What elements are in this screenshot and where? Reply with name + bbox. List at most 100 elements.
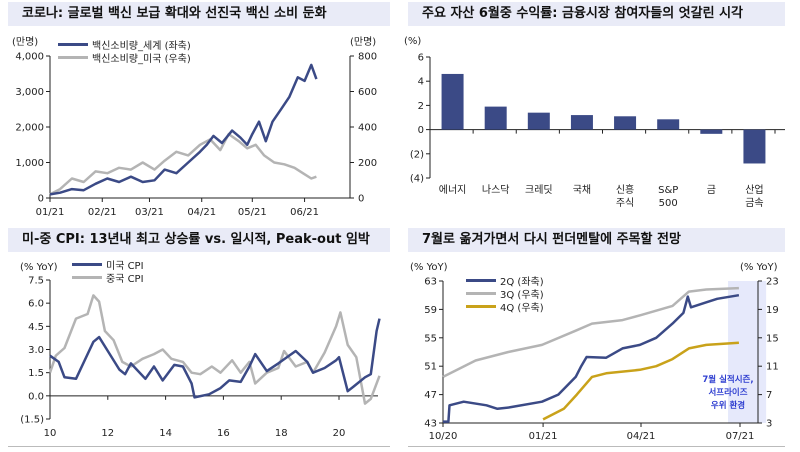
chart3-y-tick-label: 4.5: [28, 322, 44, 333]
chart2-y-tick-label: 2: [418, 101, 424, 112]
chart3-x-tick-label: 18: [275, 428, 288, 439]
chart2-bar: [570, 115, 593, 130]
chart1-left-y-tick-label: 3,000: [15, 87, 44, 98]
chart3-x-tick-label: 16: [217, 428, 230, 439]
chart3-x-tick-label: 10: [44, 428, 57, 439]
chart1-x-tick-label: 02/21: [88, 207, 117, 218]
chart2-category-label: 크레딧: [525, 184, 553, 196]
chart4-x-tick-label: 10/20: [429, 431, 458, 442]
chart3-x-tick-label: 12: [101, 428, 114, 439]
chart1-x-tick-label: 01/21: [36, 207, 65, 218]
legend-item: 미국 CPI: [72, 258, 144, 272]
chart4-x-tick-label: 04/21: [627, 431, 656, 442]
chart2-category-label: 금: [707, 184, 716, 196]
chart4-left-y-tick-label: 59: [424, 305, 437, 316]
legend-swatch: [72, 276, 102, 279]
chart3-y-tick-label: 0.0: [28, 391, 44, 402]
legend-item: 3Q (우축): [466, 287, 544, 301]
legend-swatch: [466, 305, 496, 308]
chart4-3q-line: [442, 286, 739, 379]
chart3-y-tick-label: 1.5: [28, 368, 44, 379]
chart4-left-y-tick-label: 55: [424, 333, 437, 344]
chart4-2q-line: [443, 293, 740, 423]
chart1-x-tick-label: 03/21: [135, 207, 164, 218]
legend-label: 3Q (우축): [500, 290, 544, 301]
legend-item: 백신소비량_미국 (우축): [58, 51, 191, 65]
chart1-left-y-tick-label: 2,000: [15, 123, 44, 134]
annotation-line: 우위 환경: [710, 401, 746, 411]
chart4-left-y-tick-label: 47: [424, 390, 437, 401]
chart4-shaded-region: [728, 281, 767, 423]
chart2-category-label: 에너지: [439, 184, 467, 196]
legend-item: 4Q (우축): [466, 300, 544, 314]
annotation-line: 서프라이즈: [708, 388, 748, 398]
chart2-bar: [743, 129, 766, 164]
chart1-title: 코로나: 글로벌 백신 보급 확대와 선진국 백신 소비 둔화: [8, 2, 390, 26]
chart4-right-y-tick-label: 11: [766, 362, 779, 373]
chart1-series-world-line: [49, 63, 318, 196]
legend-item: 중국 CPI: [72, 271, 144, 285]
chart3-x-tick-label: 14: [159, 428, 172, 439]
chart2-title: 주요 자산 6월중 수익률: 금융시장 참여자들의 엇갈린 시각: [408, 2, 785, 26]
chart2-category-label: 나스닥: [482, 184, 510, 196]
divider: [408, 446, 785, 447]
chart1-x-tick-label: 06/21: [290, 207, 319, 218]
chart2-category-label: 500: [659, 198, 678, 209]
chart2-unit: (%): [404, 36, 422, 47]
legend-label: 백신소비량_미국 (우축): [92, 54, 191, 65]
legend-swatch: [58, 43, 88, 46]
legend-swatch: [72, 263, 102, 266]
chart1-left-unit: (만명): [12, 37, 39, 48]
legend-label: 4Q (우축): [500, 303, 544, 314]
chart2-category-label: 국채: [573, 184, 591, 196]
chart1-x-tick-label: 04/21: [187, 207, 216, 218]
legend-swatch: [58, 56, 88, 59]
chart4-right-y-tick-label: 23: [766, 277, 779, 288]
chart4-4q-line: [542, 341, 739, 421]
chart2-bar: [700, 129, 723, 134]
chart4-right-y-tick-label: 7: [766, 390, 772, 401]
chart2-category-label: S&P: [658, 185, 678, 196]
chart4-x-tick-label: 07/21: [726, 431, 755, 442]
chart3-legend: 미국 CPI 중국 CPI: [72, 258, 144, 285]
chart4-right-y-tick-label: 3: [766, 419, 772, 430]
chart1-left-y-tick-label: 4,000: [15, 52, 44, 63]
chart4-x-tick-label: 01/21: [529, 431, 558, 442]
chart1-left-y-tick-label: 1,000: [15, 158, 44, 169]
legend-swatch: [466, 279, 496, 282]
chart2-bar: [484, 106, 507, 130]
chart3-title: 미-중 CPI: 13년내 최고 상승률 vs. 일시적, Peak-out 임…: [8, 228, 390, 252]
chart3-y-tick-label: 3.0: [28, 345, 44, 356]
chart2-category-label: 주식: [616, 197, 634, 209]
chart1-x-tick-label: 05/21: [238, 207, 267, 218]
chart4-left-y-tick-label: 63: [424, 277, 437, 288]
chart1-legend: 백신소비량_세계 (좌축) 백신소비량_미국 (우축): [58, 38, 191, 65]
chart4-annotation: 7월 실적시즌, 서프라이즈 우위 환경: [690, 374, 766, 413]
chart1-right-y-tick-label: 800: [358, 52, 377, 63]
legend-swatch: [466, 292, 496, 295]
legend-label: 2Q (좌축): [500, 277, 544, 288]
chart3-unit: (% YoY): [20, 262, 58, 273]
chart4-right-y-tick-label: 15: [766, 333, 779, 344]
chart4-left-unit: (% YoY): [410, 262, 448, 273]
legend-label: 미국 CPI: [106, 261, 144, 272]
chart2-category-label: 금속: [745, 197, 763, 209]
chart2-bar: [441, 73, 464, 130]
chart3-y-tick-label: 6.0: [28, 299, 44, 310]
chart1-right-unit: (만명): [350, 37, 377, 48]
chart3-china-cpi-line: [48, 294, 381, 405]
chart3-y-tick-label: (1.5): [20, 415, 44, 426]
chart1-series-us-line: [49, 132, 317, 196]
legend-label: 백신소비량_세계 (좌축): [92, 41, 191, 52]
chart2-y-tick-label: 0: [418, 125, 424, 136]
chart2-y-tick-label: (2): [410, 149, 424, 160]
chart2-bar: [657, 119, 680, 130]
chart4-left-y-tick-label: 51: [424, 362, 437, 373]
chart2-y-tick-label: 6: [418, 53, 424, 64]
chart2-bar: [614, 116, 637, 130]
chart4-right-unit: (% YoY): [740, 262, 778, 273]
chart4-legend: 2Q (좌축) 3Q (우축) 4Q (우축): [466, 274, 544, 314]
chart1-right-y-tick-label: 0: [358, 194, 364, 205]
divider: [8, 446, 390, 447]
